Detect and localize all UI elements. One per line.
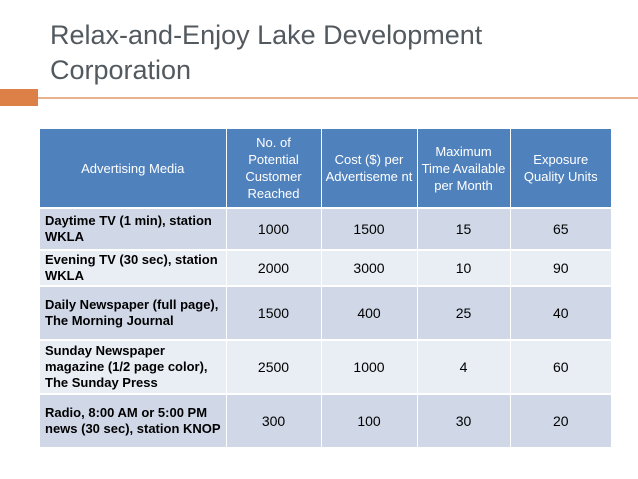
- table-row: Radio, 8:00 AM or 5:00 PM news (30 sec),…: [40, 393, 611, 447]
- accent-rule: [38, 97, 638, 99]
- cell-media: Sunday Newspaper magazine (1/2 page colo…: [40, 339, 227, 394]
- slide-title: Relax-and-Enjoy Lake Development Corpora…: [50, 18, 610, 88]
- cell-exposure: 90: [510, 249, 611, 286]
- header-cost-per-ad: Cost ($) per Advertiseme nt: [321, 129, 418, 208]
- cell-max-time: 10: [417, 249, 511, 286]
- cell-customers: 2000: [226, 249, 322, 286]
- header-advertising-media: Advertising Media: [40, 129, 227, 208]
- cell-max-time: 30: [417, 393, 511, 447]
- cell-cost: 1500: [321, 207, 418, 250]
- cell-cost: 400: [321, 285, 418, 340]
- cell-media: Daily Newspaper (full page), The Morning…: [40, 285, 227, 340]
- cell-customers: 1000: [226, 207, 322, 250]
- header-max-time: Maximum Time Available per Month: [417, 129, 511, 208]
- cell-max-time: 15: [417, 207, 511, 250]
- cell-media: Radio, 8:00 AM or 5:00 PM news (30 sec),…: [40, 393, 227, 447]
- table-header-row: Advertising Media No. of Potential Custo…: [40, 129, 611, 208]
- header-exposure-quality: Exposure Quality Units: [510, 129, 611, 208]
- table-row: Daytime TV (1 min), station WKLA 1000 15…: [40, 207, 611, 250]
- cell-exposure: 20: [510, 393, 611, 447]
- table-row: Evening TV (30 sec), station WKLA 2000 3…: [40, 249, 611, 286]
- cell-max-time: 4: [417, 339, 511, 394]
- slide-title-line-1: Relax-and-Enjoy Lake Development: [50, 20, 483, 50]
- cell-customers: 1500: [226, 285, 322, 340]
- header-potential-customers: No. of Potential Customer Reached: [226, 129, 322, 208]
- table-row: Sunday Newspaper magazine (1/2 page colo…: [40, 339, 611, 394]
- cell-max-time: 25: [417, 285, 511, 340]
- cell-customers: 2500: [226, 339, 322, 394]
- slide-title-line-2: Corporation: [50, 55, 192, 85]
- cell-exposure: 65: [510, 207, 611, 250]
- cell-customers: 300: [226, 393, 322, 447]
- cell-cost: 100: [321, 393, 418, 447]
- advertising-media-table: Advertising Media No. of Potential Custo…: [40, 129, 611, 447]
- accent-block: [0, 89, 38, 106]
- cell-exposure: 60: [510, 339, 611, 394]
- cell-media: Daytime TV (1 min), station WKLA: [40, 207, 227, 250]
- table-row: Daily Newspaper (full page), The Morning…: [40, 285, 611, 340]
- cell-cost: 3000: [321, 249, 418, 286]
- cell-cost: 1000: [321, 339, 418, 394]
- cell-media: Evening TV (30 sec), station WKLA: [40, 249, 227, 286]
- cell-exposure: 40: [510, 285, 611, 340]
